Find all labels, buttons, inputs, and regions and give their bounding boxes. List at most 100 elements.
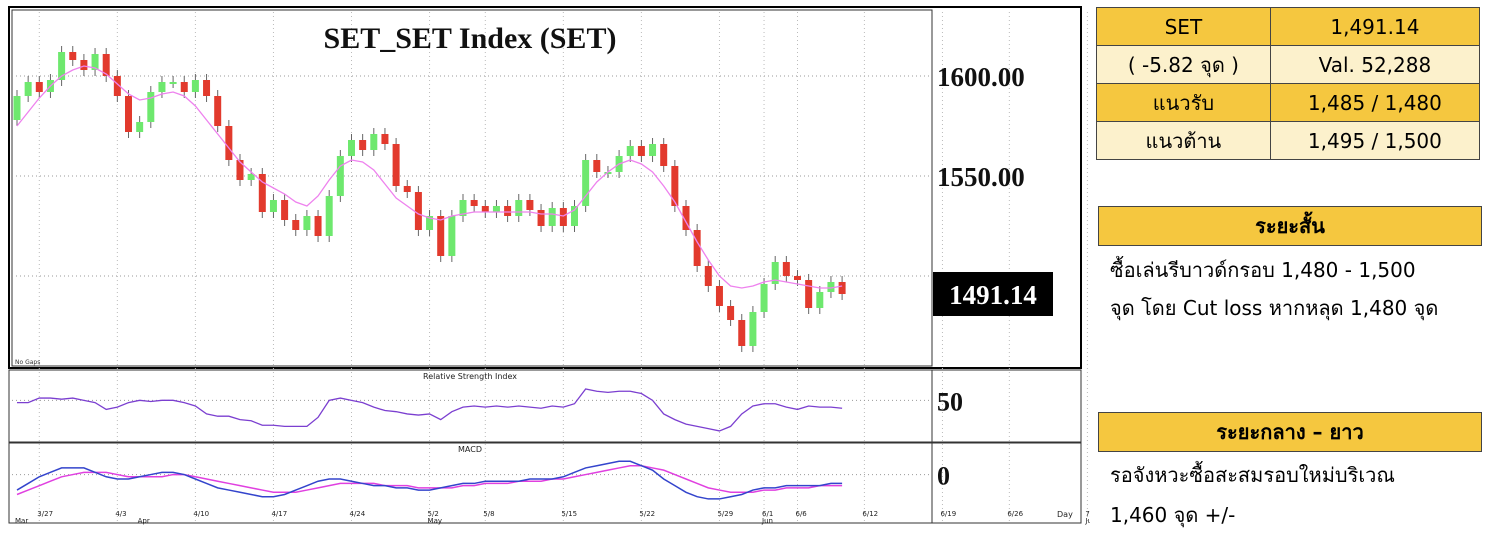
month-label: Apr [138, 517, 150, 525]
month-label: Jul [1084, 517, 1090, 525]
candle [693, 230, 701, 266]
candle [180, 82, 188, 92]
short-term-line-2: จุด โดย Cut loss หากหลุด 1,480 จุด [1110, 296, 1439, 320]
date-tick-label: 5/22 [639, 510, 655, 518]
price-plot-border [11, 9, 933, 367]
value-cell: Val. 52,288 [1269, 45, 1481, 84]
candle [80, 60, 88, 70]
moving-average-line [16, 65, 843, 289]
candle [537, 210, 545, 226]
candle [805, 280, 813, 308]
candle [258, 174, 266, 212]
date-tick-label: 5/29 [717, 510, 733, 518]
macd-label: MACD [458, 445, 482, 454]
candle [738, 320, 746, 346]
candle [147, 92, 155, 122]
date-tick-label: 7/3 [1085, 510, 1090, 518]
candle [459, 200, 467, 216]
set-index-chart: SET_SET Index (SET) 1600.00 1550.00 1491.14… [8, 6, 1090, 525]
candle [492, 206, 500, 212]
rsi-panel-frame [8, 369, 1082, 443]
support-label: แนวรับ [1096, 83, 1271, 122]
date-tick-label: 6/6 [796, 510, 808, 518]
candle [102, 54, 110, 76]
price-panel-frame [8, 6, 1082, 369]
short-term-line-1: ซื้อเล่นรีบาวด์กรอบ 1,480 - 1,500 [1110, 258, 1416, 282]
candle [125, 96, 132, 132]
candle [426, 216, 434, 230]
short-term-header: ระยะสั้น [1098, 206, 1482, 246]
date-tick-label: 4/3 [115, 510, 126, 518]
month-label: Jun [761, 517, 773, 525]
candle [593, 160, 601, 172]
date-tick-label: 6/12 [862, 510, 878, 518]
price-cell: 1,491.14 [1269, 7, 1481, 46]
candle [604, 172, 612, 174]
candle [715, 286, 723, 306]
candle [481, 206, 489, 212]
candle [91, 54, 99, 70]
candle [749, 312, 757, 346]
change-cell: ( -5.82 จุด ) [1096, 45, 1271, 84]
candle [470, 200, 478, 206]
candle [314, 216, 322, 236]
date-tick-label: 5/2 [428, 510, 439, 518]
last-price-box [933, 272, 1053, 316]
candle [191, 80, 199, 92]
resistance-label: แนวต้าน [1096, 121, 1271, 160]
rsi-tick-label: 50 [937, 387, 963, 416]
candle [626, 146, 634, 156]
candle [136, 122, 144, 132]
date-tick-label: 5/8 [483, 510, 494, 518]
price-axis-label: 1600.00 [937, 62, 1025, 92]
candle [203, 80, 211, 96]
month-label: May [428, 517, 442, 525]
candle [515, 200, 523, 216]
date-tick-label: 6/26 [1007, 510, 1023, 518]
candle [169, 82, 177, 84]
candle [448, 216, 456, 256]
date-tick-label: 3/27 [37, 510, 53, 518]
date-tick-label: 4/24 [350, 510, 366, 518]
candle [637, 146, 645, 156]
last-price-label: 1491.14 [949, 280, 1037, 310]
candle [336, 156, 344, 196]
candle [359, 140, 367, 150]
candle [348, 140, 355, 156]
candle [269, 200, 277, 212]
macd-signal-line [16, 464, 843, 496]
candle [158, 82, 166, 92]
candle [760, 284, 768, 312]
candle [704, 266, 712, 286]
symbol-cell: SET [1096, 7, 1271, 46]
candle [303, 216, 311, 230]
candle [113, 76, 121, 96]
price-axis-label: 1550.00 [937, 162, 1025, 192]
date-tick-label: 5/15 [561, 510, 577, 518]
candle [548, 208, 556, 226]
candle [794, 276, 801, 280]
candle [325, 196, 333, 236]
candle [58, 52, 66, 80]
candle [236, 160, 244, 180]
candle [13, 96, 21, 120]
resistance-value: 1,495 / 1,500 [1269, 121, 1481, 160]
month-label: Mar [15, 517, 28, 525]
candle [660, 144, 668, 166]
candle [782, 262, 790, 276]
date-tick-label: 4/17 [271, 510, 287, 518]
candle [437, 216, 445, 256]
candle [838, 282, 846, 294]
candle [504, 206, 512, 216]
candle [370, 134, 378, 150]
candle [571, 206, 578, 226]
chart-area: SET_SET Index (SET) 1600.00 1550.00 1491.14… [8, 6, 1090, 525]
candle [649, 144, 657, 156]
date-tick-label: 4/10 [193, 510, 209, 518]
mid-long-term-header: ระยะกลาง – ยาว [1098, 412, 1482, 452]
candle [559, 208, 567, 226]
candle [682, 206, 690, 230]
candle [671, 166, 679, 206]
candle [392, 144, 400, 186]
chart-title: SET_SET Index (SET) [324, 22, 617, 55]
